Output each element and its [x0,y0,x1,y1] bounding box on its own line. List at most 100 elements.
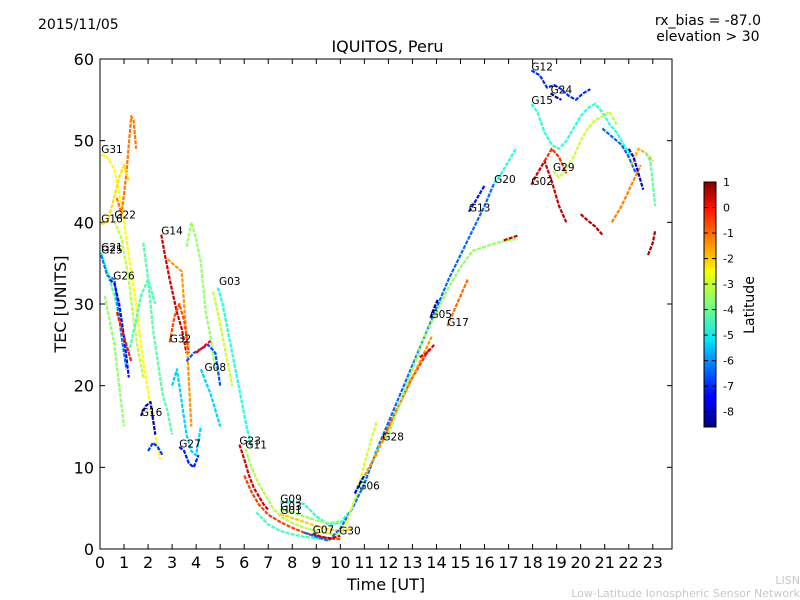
trace-path [100,153,162,460]
x-tick-label: 5 [215,553,225,572]
satellite-label: G29 [553,162,575,174]
x-tick-label: 7 [263,553,273,572]
trace-path [303,182,496,542]
trace-path [115,115,138,216]
x-tick-label: 18 [522,553,542,572]
satellite-label: G22 [114,209,136,221]
x-tick-label: 3 [167,553,177,572]
y-tick-label: 30 [74,295,94,314]
trace-path [312,532,341,540]
satellite-label: G21 [101,242,123,254]
colorbar [703,181,717,428]
satellite-trace [467,185,486,213]
satellite-label: G25 [101,244,123,256]
satellite-trace [100,153,162,460]
trace-path [610,164,642,223]
trace-path [338,422,378,535]
satellite-trace [552,111,618,179]
trace-path [429,299,439,319]
colorbar-tick-label: -7 [723,380,734,393]
satellite-label: G13 [469,203,491,215]
satellite-trace [601,127,637,174]
trace-path [627,148,645,191]
satellite-trace [579,213,604,236]
satellite-trace [503,234,519,242]
colorbar-tick-label: 1 [723,176,730,189]
satellite-label: G03 [219,276,241,288]
satellite-trace [142,242,174,435]
x-tick-label: 9 [311,553,321,572]
satellite-label: G02 [531,176,553,188]
satellite-trace [387,237,519,436]
satellite-trace [446,279,469,327]
x-tick-label: 13 [402,553,422,572]
trace-path [100,252,157,355]
trace-path [108,278,130,378]
y-tick-label: 50 [74,132,94,151]
x-tick-label: 19 [546,553,566,572]
satellite-label: G17 [447,317,469,329]
satellite-trace [211,291,234,386]
satellite-label: G24 [551,84,573,96]
trace-path [147,441,164,456]
trace-path [530,160,568,223]
trace-path [503,234,519,242]
satellite-label: G06 [358,480,380,492]
x-axis-label: Time [UT] [346,575,425,594]
satellite-label: G32 [170,333,192,345]
satellite-label: G07 [313,524,335,536]
trace-path [552,111,618,179]
x-tick-label: 6 [239,553,249,572]
trace-path [530,102,633,158]
satellite-trace [255,511,329,541]
bias-elevation-info: rx_bias = -87.0 elevation > 30 [655,13,761,45]
satellite-trace [108,278,130,378]
satellite-trace [543,147,568,174]
trace-path [543,147,568,174]
trace-path [216,287,253,448]
satellite-label: G08 [205,362,227,374]
satellite-trace [178,446,200,469]
trace-path [100,164,130,226]
trace-path [579,213,604,236]
colorbar-tick-label: -3 [723,278,734,291]
satellite-trace [353,474,366,494]
satellite-trace [627,148,645,191]
trace-path [280,508,341,524]
x-tick-label: 1 [119,553,129,572]
x-tick-label: 15 [450,553,470,572]
credit-lisn: LISN [775,574,800,587]
y-tick-label: 10 [74,458,94,477]
satellite-trace [530,160,568,223]
satellite-label: G15 [531,95,553,107]
trace-path [387,237,519,436]
satellite-trace [115,311,133,362]
satellite-trace [549,92,562,101]
trace-path [168,302,190,354]
trace-path [199,368,222,427]
trace-path [195,339,212,354]
rx-bias-label: rx_bias = -87.0 [654,13,761,29]
trace-path [467,185,486,213]
x-tick-label: 10 [330,553,350,572]
satellite-trace [199,368,222,427]
satellite-label: G05 [430,309,452,321]
x-tick-label: 11 [354,553,374,572]
trace-path [103,295,126,427]
satellite-trace [493,148,517,184]
satellite-trace [303,182,496,542]
satellite-trace [103,295,126,427]
satellite-label: G12 [531,61,553,73]
trace-path [255,511,329,541]
satellite-label: G11 [245,440,267,452]
colorbar-tick-label: -6 [723,355,734,368]
trace-path [646,230,657,256]
plot-frame [99,58,673,550]
trace-path [166,258,193,427]
satellite-trace [100,252,157,355]
y-tick-label: 60 [74,50,94,69]
satellite-label: G30 [339,525,361,537]
satellite-trace [139,400,157,435]
y-tick-label: 0 [84,540,94,559]
date-label: 2015/11/05 [38,17,119,33]
